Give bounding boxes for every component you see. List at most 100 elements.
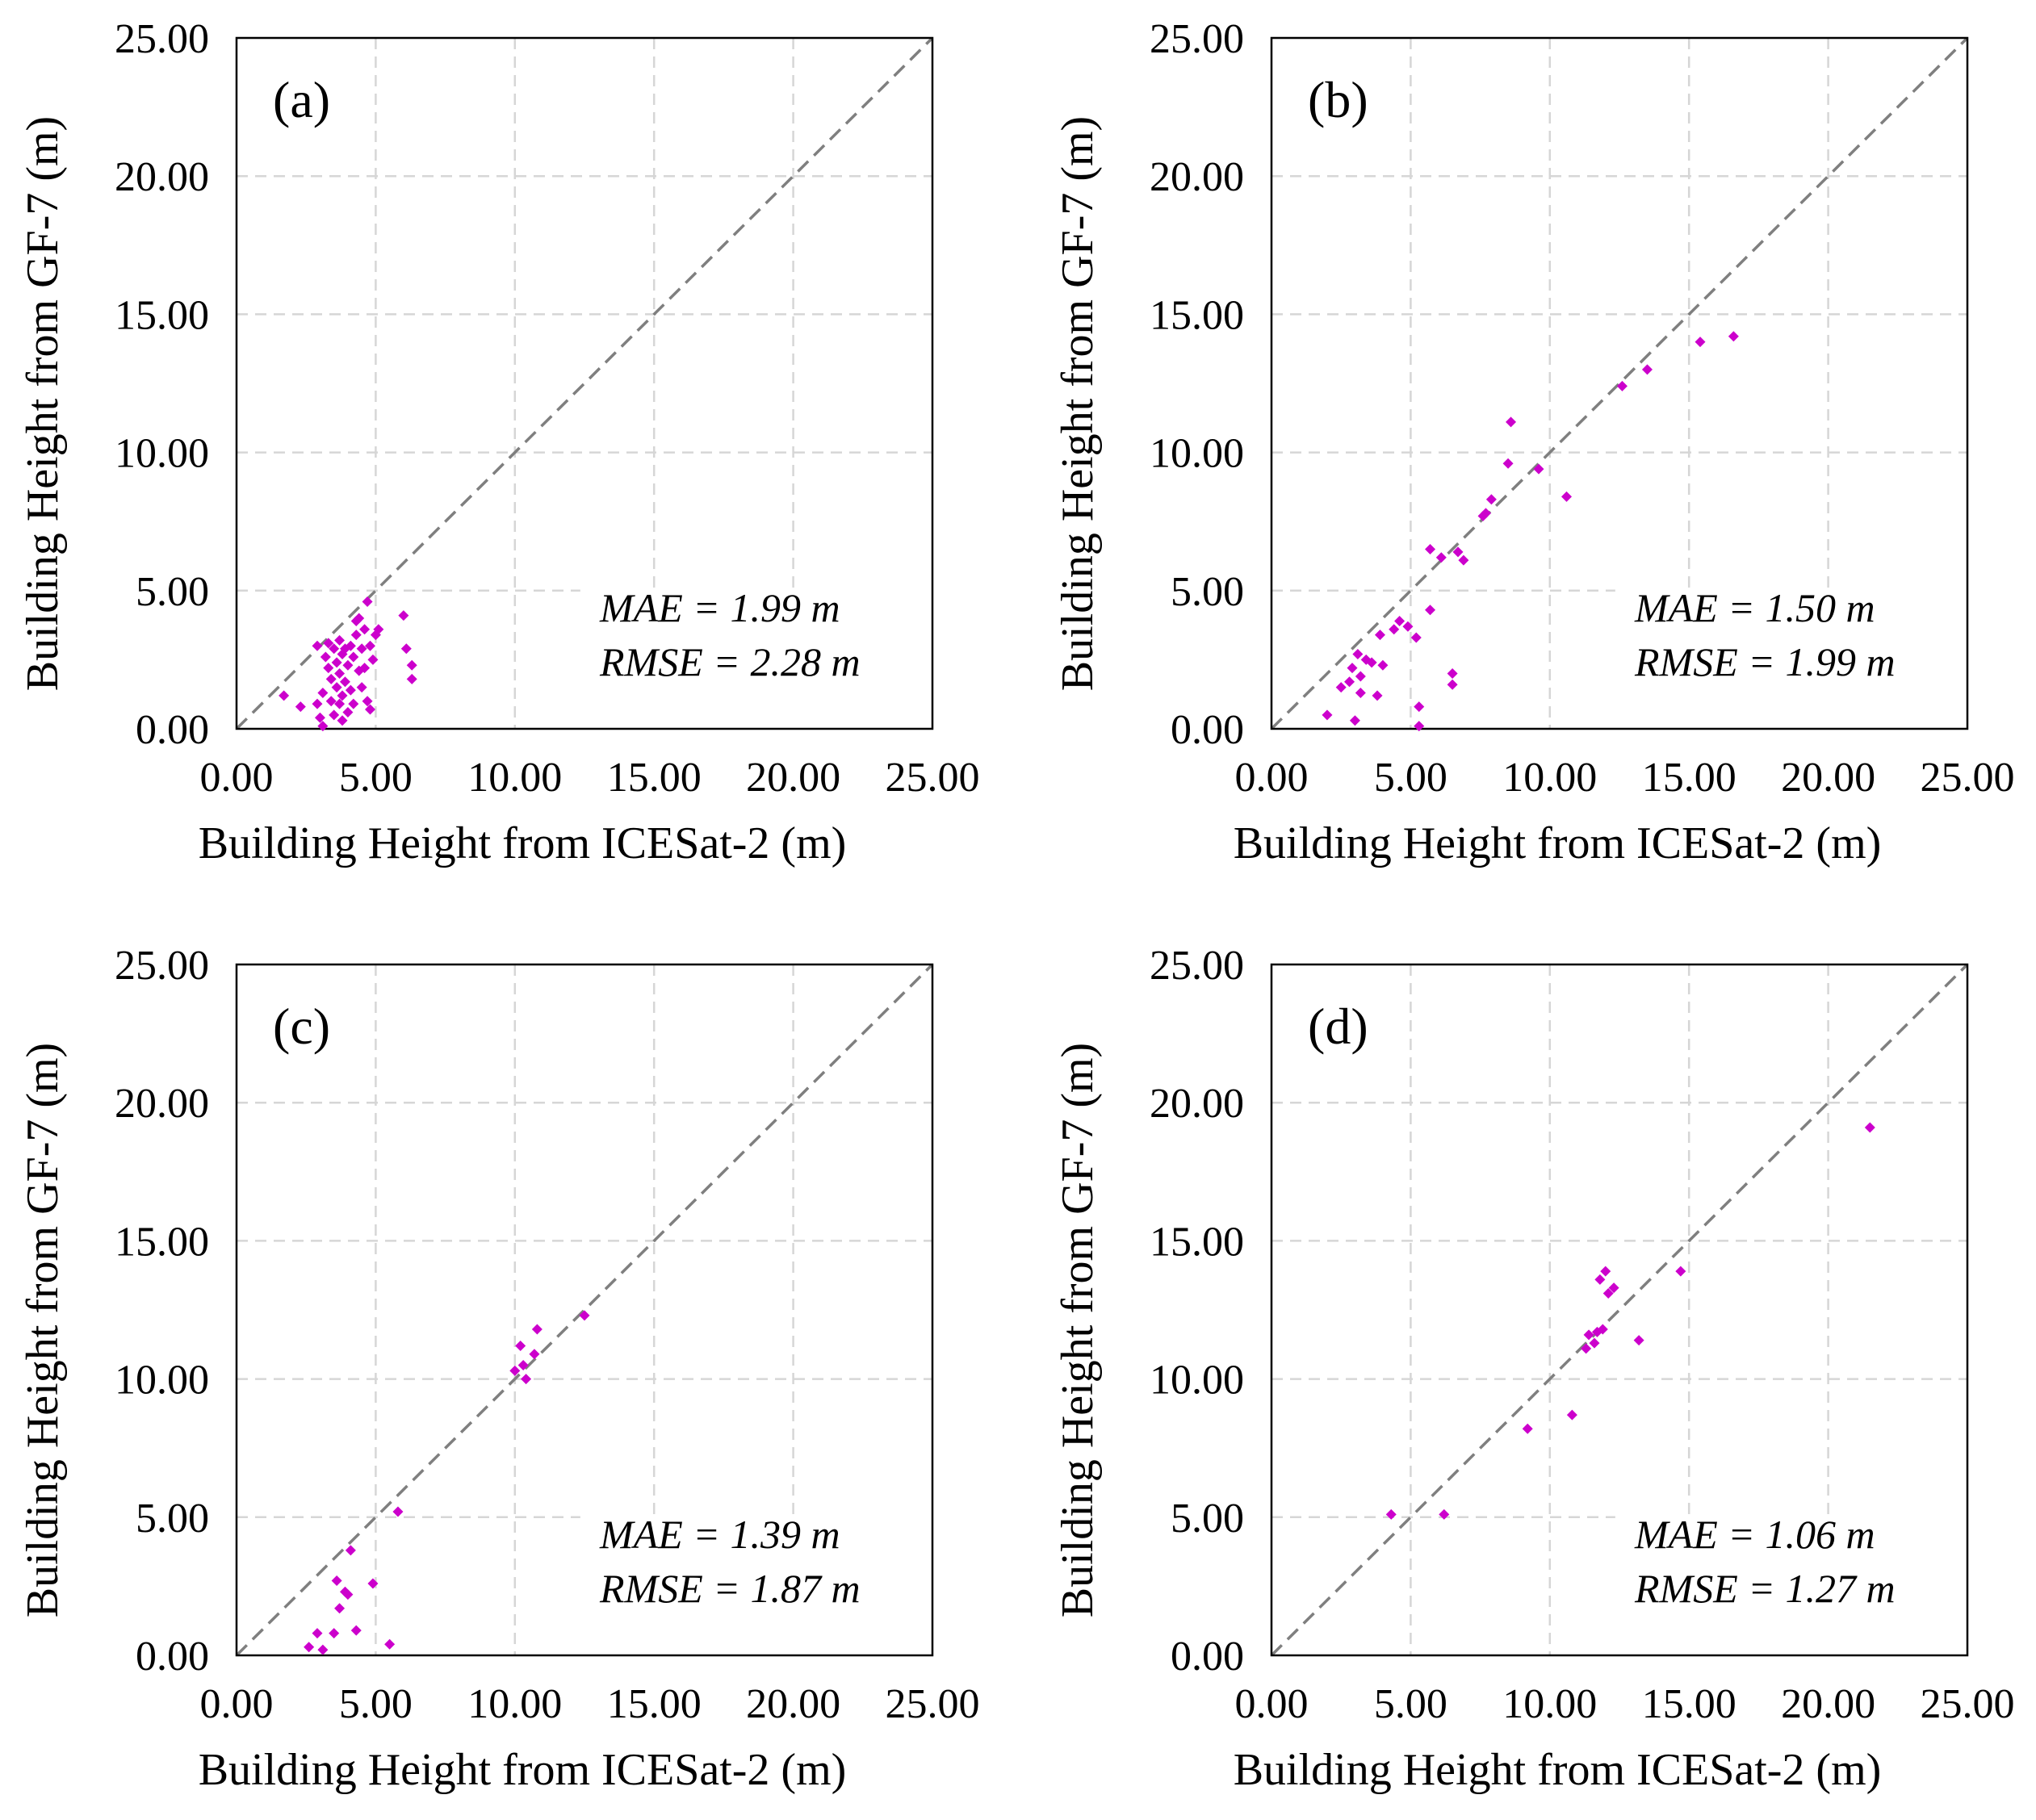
data-point <box>362 596 373 607</box>
data-point <box>392 1506 404 1517</box>
y-tick-label: 20.00 <box>115 154 209 200</box>
data-point <box>1439 1508 1450 1520</box>
data-point <box>1522 1423 1533 1434</box>
plot-frame <box>1270 36 1969 730</box>
data-point <box>1377 659 1389 671</box>
y-tick-label: 15.00 <box>1150 1219 1244 1265</box>
x-tick-labels: 0.00 5.00 10.00 15.00 20.00 25.00 <box>200 755 980 801</box>
y-tick-label: 25.00 <box>1150 943 1244 989</box>
data-point <box>1410 632 1422 643</box>
data-point <box>329 643 340 655</box>
data-points <box>279 596 417 732</box>
data-point <box>304 1642 315 1653</box>
data-point <box>1447 679 1458 690</box>
data-point <box>295 701 306 713</box>
x-tick-label: 0.00 <box>1235 755 1309 801</box>
data-point <box>1385 1508 1397 1520</box>
x-tick-label: 10.00 <box>1502 755 1597 801</box>
data-point <box>331 1575 342 1587</box>
data-point <box>1480 508 1491 519</box>
data-point <box>1864 1122 1875 1133</box>
data-point <box>334 634 346 646</box>
x-tick-label: 15.00 <box>1642 1681 1736 1727</box>
data-point <box>1485 494 1497 505</box>
y-axis-label: Building Height from GF-7 (m) <box>18 116 68 691</box>
data-point <box>1589 1337 1600 1349</box>
data-point <box>350 630 362 641</box>
data-point <box>529 1349 540 1360</box>
data-point <box>323 638 334 649</box>
data-point <box>317 721 329 732</box>
data-point <box>339 676 350 688</box>
data-point <box>406 659 417 671</box>
y-tick-label: 25.00 <box>115 943 209 989</box>
plot-frame <box>235 963 934 1657</box>
data-point <box>329 1628 340 1639</box>
rmse-label: RMSE = 1.87 m <box>599 1566 861 1611</box>
x-tick-labels: 0.00 5.00 10.00 15.00 20.00 25.00 <box>1235 755 2015 801</box>
data-point <box>279 690 290 701</box>
data-points <box>304 1310 590 1655</box>
x-tick-label: 20.00 <box>1781 755 1875 801</box>
data-point <box>1583 1329 1594 1341</box>
data-point <box>334 668 346 680</box>
data-point <box>334 1603 346 1614</box>
data-point <box>1597 1324 1608 1335</box>
gridlines <box>1271 964 1967 1655</box>
y-axis-label: Building Height from GF-7 (m) <box>18 1043 68 1617</box>
y-tick-label: 15.00 <box>115 1219 209 1265</box>
data-point <box>1533 463 1544 475</box>
x-tick-label: 5.00 <box>339 755 413 801</box>
y-tick-label: 5.00 <box>1171 569 1244 615</box>
data-point <box>325 673 337 684</box>
data-point <box>1600 1266 1611 1277</box>
y-tick-label: 10.00 <box>115 1358 209 1404</box>
data-point <box>329 709 340 721</box>
y-tick-label: 0.00 <box>136 707 209 753</box>
data-point <box>400 643 412 655</box>
data-point <box>348 651 359 663</box>
data-point <box>1608 1282 1619 1294</box>
data-point <box>348 698 359 709</box>
reference-line <box>1270 36 1969 730</box>
reference-line <box>235 963 934 1657</box>
data-point <box>314 712 325 723</box>
data-point <box>531 1324 543 1335</box>
data-point <box>1372 690 1383 701</box>
x-tick-label: 25.00 <box>1921 755 2015 801</box>
data-point <box>1728 331 1739 342</box>
data-point <box>334 698 346 709</box>
data-point <box>1352 649 1364 660</box>
x-axis-label: Building Height from ICESat-2 (m) <box>199 1745 847 1795</box>
data-points <box>1385 1122 1875 1520</box>
y-tick-label: 0.00 <box>1171 1634 1244 1680</box>
data-point <box>345 684 356 696</box>
data-point <box>356 643 367 655</box>
data-point <box>373 624 384 635</box>
data-point <box>1425 543 1436 554</box>
data-point <box>350 1625 362 1636</box>
x-tick-label: 15.00 <box>607 755 702 801</box>
panel-label: (a) <box>273 71 330 128</box>
y-tick-label: 20.00 <box>1150 154 1244 200</box>
chart-panel-a: 0.00 5.00 10.00 15.00 20.00 25.00 0.00 5.00 10.0… <box>18 16 980 868</box>
data-point <box>1347 663 1358 674</box>
mae-label: MAE = 1.39 m <box>599 1512 840 1557</box>
rmse-label: RMSE = 1.27 m <box>1634 1566 1896 1611</box>
data-point <box>1506 416 1517 428</box>
data-point <box>1355 687 1366 698</box>
data-point <box>1594 1274 1606 1285</box>
rmse-label: RMSE = 1.99 m <box>1634 639 1896 684</box>
data-point <box>1602 1287 1614 1299</box>
data-point <box>521 1374 532 1385</box>
data-point <box>1402 621 1414 632</box>
gridlines <box>1271 38 1967 729</box>
data-point <box>1394 615 1406 626</box>
data-point <box>325 696 337 707</box>
data-point <box>1458 554 1469 566</box>
data-point <box>398 610 409 621</box>
data-point <box>406 673 417 684</box>
mae-label: MAE = 1.99 m <box>599 585 840 630</box>
y-axis-label: Building Height from GF-7 (m) <box>1053 1043 1103 1617</box>
